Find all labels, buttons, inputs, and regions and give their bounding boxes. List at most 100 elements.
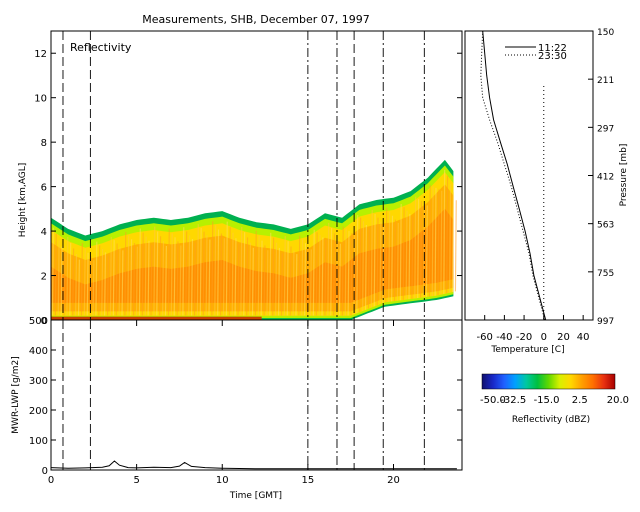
echo-streak: [359, 217, 362, 313]
echo-streak: [225, 221, 228, 316]
echo-streak: [219, 233, 223, 316]
echo-streak: [327, 222, 330, 316]
echo-streak: [133, 242, 136, 316]
echo-streak: [109, 236, 112, 316]
height-tick-label: 12: [34, 49, 47, 60]
echo-streak: [115, 243, 118, 316]
lwp-tick-label: 200: [29, 406, 48, 417]
echo-streak: [393, 219, 396, 301]
echo-streak: [275, 242, 278, 316]
echo-streak: [185, 231, 188, 316]
echo-streak: [77, 259, 80, 316]
echo-streak: [391, 215, 394, 302]
echo-streak: [199, 227, 202, 316]
echo-streak: [98, 245, 101, 316]
echo-streak: [280, 253, 283, 316]
colorbar: -50.0-32.5 -15.0 2.5 20.0 Reflectivity (dBZ…: [480, 373, 629, 425]
echo-streak: [150, 244, 153, 316]
echo-streak: [425, 205, 428, 297]
panel-label: Reflectivity: [70, 41, 132, 54]
echo-streak: [54, 233, 57, 316]
height-tick-label: 10: [34, 94, 47, 105]
figure-title: Measurements, SHB, December 07, 1997: [142, 13, 370, 26]
lwp-frame: [50, 319, 463, 471]
echo-streak: [286, 241, 289, 316]
time-tick-label: 0: [48, 475, 54, 486]
echo-streak: [167, 228, 170, 316]
echo-streak: [72, 248, 75, 316]
echo-streak: [364, 224, 367, 310]
echo-streak: [405, 210, 408, 300]
lwp-tick-label: 0: [42, 466, 48, 477]
pressure-axis-label: Pressure [mb]: [619, 144, 629, 207]
echo-streak: [121, 250, 124, 316]
colorbar-tick-label: -50.0: [480, 395, 506, 406]
echo-streak: [324, 239, 327, 316]
echo-streak: [130, 239, 133, 316]
echo-streak: [454, 200, 457, 292]
colorbar-gradient: [481, 373, 616, 390]
echo-streak: [266, 250, 269, 316]
colorbar-tick-label: 2.5: [572, 395, 588, 406]
legend-entry: 23:30: [538, 51, 567, 62]
time-axis-label: Time [GMT]: [229, 491, 282, 501]
echo-streak: [321, 237, 324, 316]
echo-streak: [414, 196, 417, 299]
height-tick-label: 4: [41, 227, 47, 238]
echo-streak: [344, 228, 347, 316]
echo-streak: [443, 169, 446, 294]
colorbar-tick-label: -15.0: [534, 395, 560, 406]
reflectivity-panel: Reflectivity 0 2 4 6 8 10 12 Height [km,AGL]: [18, 30, 463, 327]
lwp-tick-label: 400: [29, 346, 48, 357]
echo-streak: [159, 236, 162, 316]
echo-streak: [104, 252, 107, 316]
lwp-axis-label: MWR-LWP [g/m2]: [11, 356, 21, 433]
echo-streak: [69, 242, 72, 316]
sounding-frame: [464, 30, 594, 321]
echo-streak: [51, 227, 54, 316]
echo-streak: [214, 225, 217, 316]
echo-streak: [138, 228, 141, 316]
lwp-tick-label: 100: [29, 436, 48, 447]
echo-streak: [312, 229, 315, 316]
temperature-tick-label: 40: [577, 332, 590, 343]
colorbar-tick-label: 20.0: [607, 395, 629, 406]
echo-streak: [408, 213, 411, 300]
lwp-tick-label: 500: [29, 316, 48, 327]
echo-streak: [164, 245, 167, 316]
echo-streak: [283, 236, 286, 316]
echo-streak: [451, 192, 454, 293]
height-tick-label: 6: [41, 183, 47, 194]
echo-streak: [176, 241, 179, 316]
echo-streak: [193, 242, 196, 316]
echo-streak: [92, 260, 95, 316]
echo-streak: [350, 233, 353, 316]
echo-streak: [162, 241, 165, 316]
echo-streak: [248, 242, 252, 316]
colorbar-label: Reflectivity (dBZ): [512, 415, 590, 425]
echo-streak: [202, 231, 205, 316]
surface-clutter-band: [51, 316, 262, 320]
echo-streak: [289, 246, 292, 316]
echo-streak: [173, 237, 176, 316]
echo-streak: [431, 186, 434, 297]
echo-streak: [147, 240, 150, 316]
echo-streak: [362, 221, 365, 311]
echo-streak: [95, 241, 98, 316]
echo-streak: [153, 226, 156, 316]
pressure-tick-label: 211: [597, 76, 614, 86]
echo-streak: [106, 255, 109, 316]
echo-streak: [141, 232, 144, 316]
height-tick-label: 2: [41, 272, 47, 283]
echo-streak: [75, 254, 78, 316]
echo-streak: [237, 243, 240, 316]
temperature-axis-label: Temperature [C]: [490, 345, 564, 355]
echo-streak: [315, 232, 318, 316]
pressure-tick-label: 150: [597, 28, 614, 38]
echo-streak: [170, 233, 173, 316]
echo-streak: [437, 189, 440, 296]
legend-entry: 11:22: [538, 43, 567, 54]
time-tick-label: 5: [133, 475, 139, 486]
echo-streak: [240, 227, 243, 316]
lwp-series-line: [51, 460, 457, 470]
